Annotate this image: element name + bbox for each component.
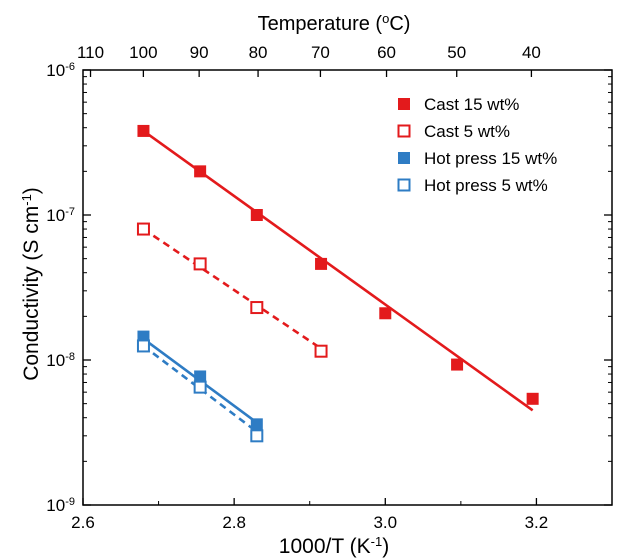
series-0 (137, 124, 539, 412)
top-axis-label: Temperature (oC) (258, 11, 411, 36)
y-tick-label: 10-7 (46, 206, 75, 225)
series-3 (136, 339, 264, 443)
x-tick-label: 3.0 (373, 513, 397, 532)
x-axis-label: 1000/T (K-1) (279, 534, 389, 559)
top-tick-label: 100 (129, 43, 157, 62)
legend-label: Cast 15 wt% (424, 95, 519, 114)
series-2 (137, 330, 263, 431)
legend-marker (397, 124, 411, 138)
x-tick-label: 2.8 (222, 513, 246, 532)
legend-marker (398, 152, 410, 164)
fit-line (142, 227, 322, 350)
series-1 (136, 222, 328, 358)
data-point (250, 301, 264, 315)
data-point (315, 257, 328, 270)
data-point (526, 392, 539, 405)
data-point (194, 165, 207, 178)
top-tick-label: 90 (190, 43, 209, 62)
data-point (250, 209, 263, 221)
data-point (193, 380, 207, 394)
data-point (250, 429, 264, 443)
data-point (136, 222, 150, 236)
legend-label: Cast 5 wt% (424, 122, 510, 141)
data-point (194, 370, 207, 383)
top-tick-label: 80 (249, 43, 268, 62)
legend-label: Hot press 5 wt% (424, 176, 548, 195)
plot-frame (82, 69, 613, 506)
legend: Cast 15 wt% Cast 5 wt% Hot press 15 wt% Hot… (397, 95, 557, 195)
data-point (136, 339, 150, 353)
legend-marker (397, 178, 411, 192)
y-tick-label: 10-9 (46, 496, 75, 515)
top-tick-label: 60 (377, 43, 396, 62)
y-axis-label: Conductivity (S cm-1) (19, 187, 44, 381)
top-tick-label: 70 (311, 43, 330, 62)
y-tick-label: 10-8 (46, 351, 75, 370)
data-point (193, 257, 207, 271)
top-tick-label: 50 (447, 43, 466, 62)
y-tick-label: 10-6 (46, 61, 75, 80)
fit-line (142, 129, 534, 412)
top-tick-label: 110 (77, 43, 104, 62)
data-point (137, 124, 150, 137)
legend-marker (398, 98, 410, 110)
data-point (379, 307, 392, 320)
x-tick-label: 3.2 (525, 513, 549, 532)
data-point (314, 344, 328, 358)
data-point (451, 358, 464, 371)
x-tick-label: 2.6 (71, 513, 95, 532)
legend-label: Hot press 15 wt% (424, 149, 557, 168)
top-tick-label: 40 (522, 43, 541, 62)
